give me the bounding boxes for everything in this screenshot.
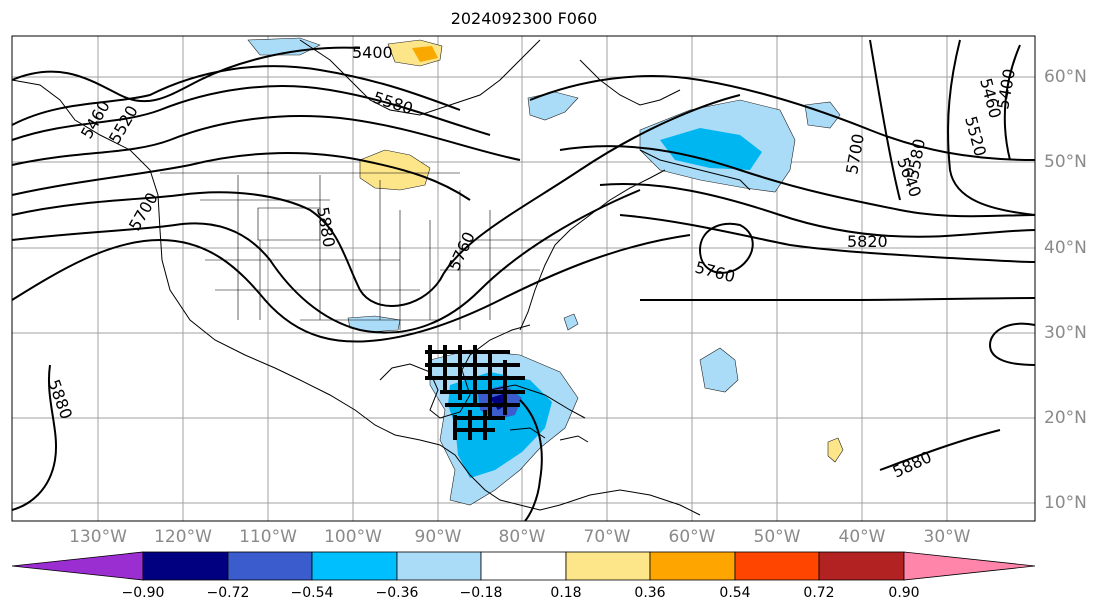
yellow-anomaly-atlantic <box>827 437 844 463</box>
colorbar-segment <box>818 551 905 581</box>
lat-label: 10°N <box>1044 493 1087 513</box>
lon-label: 130°W <box>69 527 127 547</box>
lat-label: 60°N <box>1044 67 1087 87</box>
lon-label: 50°W <box>753 527 801 547</box>
colorbar-tick: −0.54 <box>290 585 334 601</box>
colorbar-tick: 0.72 <box>803 585 835 601</box>
colorbar-segment <box>480 551 567 581</box>
colorbar-segment <box>311 551 398 581</box>
blue-anomaly-atlantic <box>699 347 739 393</box>
colorbar-segment <box>649 551 736 581</box>
colorbar-segment <box>903 551 1036 581</box>
graticule <box>12 36 1035 521</box>
hatch-markers <box>425 345 525 440</box>
colorbar-segment <box>227 551 313 581</box>
lon-label: 100°W <box>324 527 382 547</box>
political-borders <box>160 172 560 330</box>
contour-label: 5400 <box>352 43 393 62</box>
colorbar-tick: −0.72 <box>206 585 250 601</box>
lon-label: 30°W <box>923 527 971 547</box>
blue-anomaly-bahamas <box>563 313 579 331</box>
colorbar-tick: 0.54 <box>719 585 751 601</box>
colorbar-tick: −0.36 <box>375 585 419 601</box>
colorbar-tick: 0.36 <box>634 585 666 601</box>
colorbar-tick: 0.18 <box>550 585 582 601</box>
colorbar <box>11 551 1036 581</box>
lon-label: 60°W <box>668 527 716 547</box>
lon-label: 120°W <box>154 527 212 547</box>
lon-label: 40°W <box>838 527 886 547</box>
colorbar-segment <box>11 551 144 581</box>
map-title: 2024092300 F060 <box>450 9 598 28</box>
colorbar-tick: 0.90 <box>888 585 920 601</box>
colorbar-segment <box>565 551 651 581</box>
lon-label: 90°W <box>414 527 462 547</box>
orange-anomaly-arctic <box>412 46 438 62</box>
lat-label: 50°N <box>1044 152 1087 172</box>
colorbar-tick: −0.90 <box>121 585 165 601</box>
colorbar-tick: −0.18 <box>459 585 503 601</box>
lat-label: 30°N <box>1044 323 1087 343</box>
height-contours <box>11 39 1036 522</box>
colorbar-segment <box>734 551 820 581</box>
lat-label: 40°N <box>1044 238 1087 258</box>
colorbar-segment <box>396 551 482 581</box>
lon-label: 110°W <box>239 527 297 547</box>
colorbar-segment <box>142 551 229 581</box>
yellow-anomaly-plains <box>359 149 431 191</box>
lat-label: 20°N <box>1044 408 1087 428</box>
lon-label: 70°W <box>583 527 631 547</box>
contour-label: 5820 <box>847 232 888 251</box>
map-frame <box>11 35 1036 522</box>
blue-anomaly-newfoundland-core <box>660 128 762 170</box>
lon-label: 80°W <box>498 527 546 547</box>
